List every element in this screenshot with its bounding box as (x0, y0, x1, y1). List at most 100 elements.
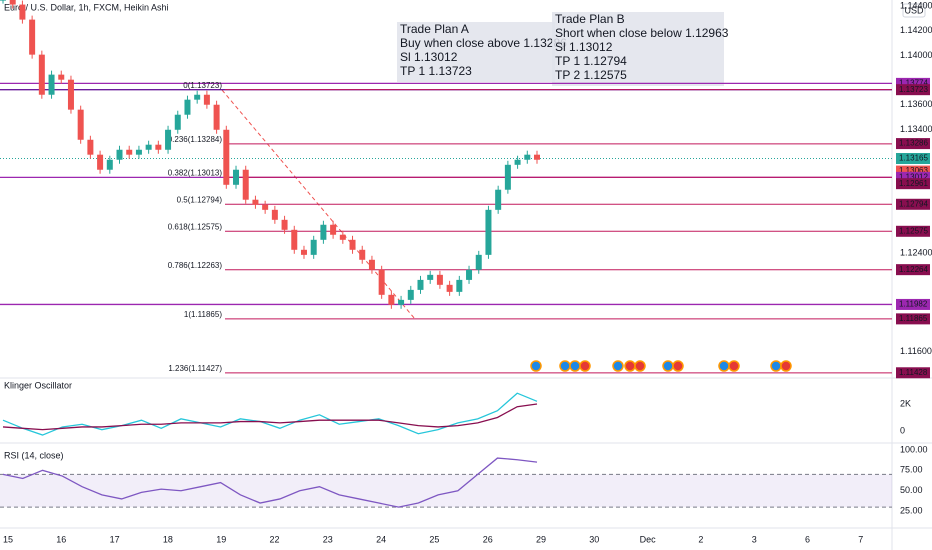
x-tick-label: 30 (589, 534, 599, 544)
candle-body (378, 269, 385, 295)
candle-body (398, 299, 405, 305)
candle-body (252, 199, 259, 205)
fib-label: 0.5(1.12794) (177, 195, 223, 204)
candle-body (58, 74, 65, 80)
candle-body (456, 279, 463, 292)
candle-body (233, 169, 240, 185)
candle-body (262, 204, 269, 210)
candle-body (184, 99, 191, 115)
candle-body (165, 129, 172, 150)
note-line: Buy when close above 1.13286 (400, 36, 567, 50)
note-line: Short when close below 1.12963 (555, 26, 729, 40)
x-tick-label: 6 (805, 534, 810, 544)
x-tick-label: 3 (752, 534, 757, 544)
candle-body (320, 224, 327, 240)
candle-body (38, 54, 45, 95)
price-label-box (896, 225, 930, 237)
candle-body (223, 129, 230, 185)
note-line: Sl 1.13012 (555, 40, 613, 54)
candle-body (242, 169, 249, 200)
price-label: 1.13063 (899, 166, 928, 175)
candle-body (524, 154, 531, 160)
indicator-line (2, 457, 538, 508)
rsi-band (0, 474, 892, 508)
note-box (552, 12, 724, 86)
currency[interactable]: USD (904, 5, 924, 15)
x-tick-label: 22 (269, 534, 279, 544)
x-tick-label: 15 (3, 534, 13, 544)
candle-body (504, 164, 511, 190)
price-label-box (896, 153, 930, 165)
candle-body (97, 154, 104, 170)
candle-body (9, 0, 16, 5)
candle-body (174, 114, 181, 130)
candle-body (495, 189, 502, 210)
price-label-box (896, 138, 930, 150)
price-label: 1.11982 (899, 300, 928, 309)
y-tick-label: 1.14400 (900, 1, 932, 11)
candle-body (145, 144, 152, 150)
price-label-box (896, 77, 930, 89)
y-tick-label: 1.13600 (900, 99, 932, 109)
candle-body (300, 249, 307, 255)
candle-body (135, 149, 142, 155)
note-line: TP 1 1.13723 (400, 64, 472, 78)
candle-body (87, 139, 94, 155)
candle-body (67, 79, 74, 110)
x-tick-label: 7 (858, 534, 863, 544)
note-line: TP 2 1.12575 (555, 68, 627, 82)
candle-body (359, 249, 366, 260)
price-label-box (896, 198, 930, 210)
candle-body (126, 149, 133, 155)
candle-body (534, 154, 540, 160)
x-tick-label: 25 (429, 534, 439, 544)
fib-label: 1.236(1.11427) (168, 364, 222, 373)
fib-label: 0.618(1.12575) (168, 222, 223, 231)
candle-body (291, 229, 298, 250)
x-tick-label: 26 (483, 534, 493, 544)
price-label: 1.12961 (899, 179, 928, 188)
price-label-box (896, 84, 930, 96)
y-tick-label: 1.11600 (900, 346, 932, 356)
panel-title: Klinger Oscillator (4, 380, 72, 390)
x-tick-label: 29 (536, 534, 546, 544)
price-label: 1.13723 (899, 85, 928, 94)
y-tick-label: 1.13400 (900, 124, 932, 134)
note-line: Trade Plan A (400, 22, 469, 36)
candle-body (106, 159, 113, 170)
candle-body (427, 274, 434, 280)
x-tick-label: 23 (323, 534, 333, 544)
candle-body (514, 159, 521, 165)
candle-body (310, 239, 317, 255)
currency-box[interactable] (902, 3, 926, 18)
price-label-box (896, 171, 930, 183)
fib-label: 0.236(1.13284) (168, 135, 223, 144)
price-label: 1.13774 (899, 78, 928, 87)
y-tick-label: 25.00 (900, 506, 923, 516)
price-label: 1.12575 (899, 226, 928, 235)
x-tick-label: 24 (376, 534, 386, 544)
candle-body (330, 224, 337, 235)
candle-body (29, 19, 36, 55)
x-tick-label: Dec (640, 534, 657, 544)
fib-label: 0(1.13723) (183, 81, 222, 90)
candle-body (417, 279, 424, 290)
chart-title: Euro / U.S. Dollar, 1h, FXCM, Heikin Ash… (4, 2, 169, 12)
candle-body (475, 254, 482, 270)
y-tick-label: 50.00 (900, 485, 923, 495)
candle-body (116, 149, 123, 160)
price-label-box (896, 264, 930, 276)
y-tick-label: 2K (900, 398, 911, 408)
candle-body (203, 94, 210, 105)
candle-body (77, 109, 84, 140)
candle-body (466, 269, 473, 280)
price-label: 1.12264 (899, 265, 928, 274)
candle-body (446, 284, 453, 292)
price-label: 1.13286 (899, 139, 928, 148)
y-tick-label: 1.14000 (900, 50, 932, 60)
y-tick-label: 75.00 (900, 465, 923, 475)
y-tick-label: 1.14200 (900, 25, 932, 35)
fib-label: 0.382(1.13013) (168, 168, 223, 177)
note-line: TP 1 1.12794 (555, 54, 627, 68)
